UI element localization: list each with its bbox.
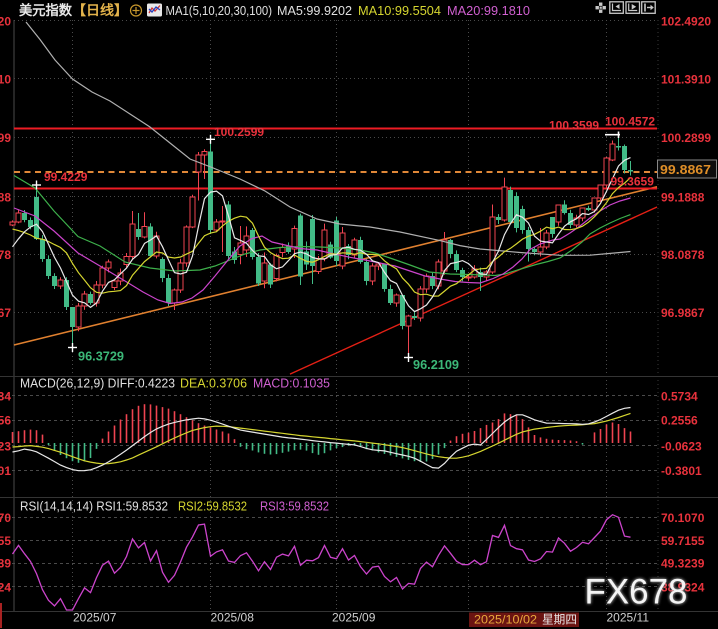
- svg-text:96.9867: 96.9867: [661, 306, 705, 320]
- svg-text:55: 55: [0, 534, 11, 548]
- svg-text:78: 78: [0, 248, 11, 262]
- svg-text:24: 24: [0, 580, 11, 594]
- svg-text:56: 56: [0, 414, 11, 428]
- svg-text:MACD(26,12,9) DIFF:0.4223: MACD(26,12,9) DIFF:0.4223: [20, 377, 175, 391]
- svg-text:99.8867: 99.8867: [660, 162, 711, 177]
- svg-text:2025/07: 2025/07: [73, 611, 117, 625]
- svg-text:MA5:99.9202: MA5:99.9202: [277, 3, 352, 18]
- svg-text:100.2899: 100.2899: [661, 131, 711, 145]
- svg-text:99.4229: 99.4229: [44, 170, 88, 184]
- svg-text:DEA:0.3706: DEA:0.3706: [180, 377, 247, 391]
- svg-text:67: 67: [0, 306, 11, 320]
- svg-text:39: 39: [0, 557, 11, 571]
- svg-text:2025/09: 2025/09: [332, 611, 376, 625]
- svg-text:10: 10: [0, 73, 11, 87]
- svg-text:MACD:0.1035: MACD:0.1035: [253, 377, 330, 391]
- svg-text:MA20:99.1810: MA20:99.1810: [447, 3, 530, 18]
- svg-text:FX678: FX678: [585, 573, 688, 612]
- svg-text:100.3599: 100.3599: [549, 119, 599, 133]
- svg-text:99.1888: 99.1888: [661, 190, 705, 204]
- svg-text:FX678: FX678: [585, 573, 688, 612]
- svg-text:100.2599: 100.2599: [214, 125, 264, 139]
- svg-text:-0.3801: -0.3801: [661, 464, 702, 478]
- svg-text:96.2109: 96.2109: [413, 358, 459, 372]
- svg-text:101.3910: 101.3910: [661, 73, 711, 87]
- svg-text:美元指数: 美元指数: [19, 2, 72, 18]
- svg-text:2025/10/02: 2025/10/02: [474, 613, 537, 627]
- svg-text:MA1(5,10,20,30,100): MA1(5,10,20,30,100): [166, 3, 273, 18]
- svg-text:98.0878: 98.0878: [661, 248, 705, 262]
- svg-text:2025/11: 2025/11: [607, 611, 650, 625]
- svg-text:70: 70: [0, 511, 11, 525]
- svg-text:0.2556: 0.2556: [661, 414, 698, 428]
- svg-text:88: 88: [0, 190, 11, 204]
- svg-text:0.5734: 0.5734: [661, 389, 698, 403]
- svg-text:-0.0623: -0.0623: [661, 439, 702, 453]
- svg-text:MA10:99.5504: MA10:99.5504: [358, 3, 441, 18]
- svg-text:99: 99: [0, 131, 11, 145]
- svg-text:102.4920: 102.4920: [661, 14, 711, 28]
- svg-text:RSI3:59.8532: RSI3:59.8532: [260, 500, 329, 514]
- svg-text:59.7155: 59.7155: [661, 534, 705, 548]
- svg-text:49.3239: 49.3239: [661, 557, 705, 571]
- svg-text:100.4572: 100.4572: [605, 115, 655, 129]
- svg-text:99.3659: 99.3659: [611, 175, 655, 189]
- svg-text:2025/08: 2025/08: [211, 611, 255, 625]
- svg-text:34: 34: [0, 389, 11, 403]
- svg-text:38.9324: 38.9324: [661, 580, 705, 594]
- svg-text:RSI2:59.8532: RSI2:59.8532: [178, 500, 247, 514]
- svg-text:【日线】: 【日线】: [72, 2, 128, 18]
- svg-text:RSI(14,14,14) RSI1:59.8532: RSI(14,14,14) RSI1:59.8532: [20, 500, 168, 514]
- svg-text:70.1070: 70.1070: [661, 511, 705, 525]
- svg-text:星期四: 星期四: [542, 613, 577, 627]
- svg-text:20: 20: [0, 14, 11, 28]
- svg-text:96.3729: 96.3729: [78, 350, 124, 364]
- svg-text:01: 01: [0, 464, 11, 478]
- svg-text:23: 23: [0, 439, 11, 453]
